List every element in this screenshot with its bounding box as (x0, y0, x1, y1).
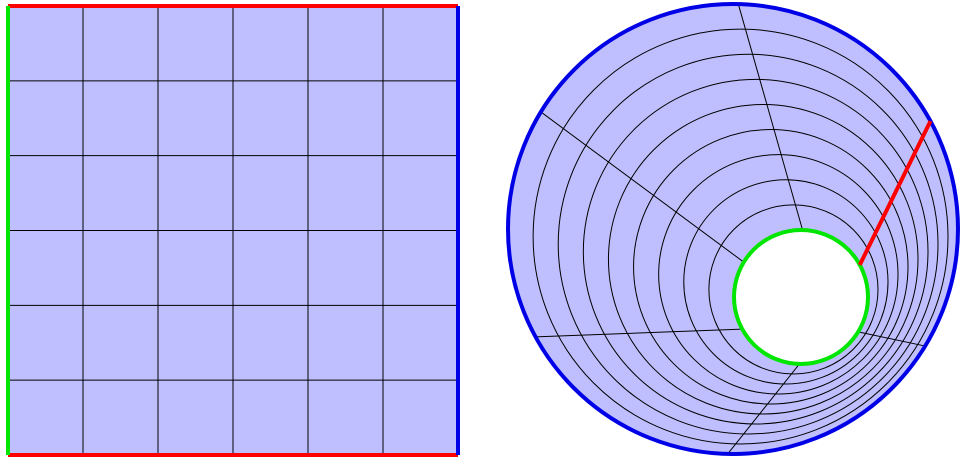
mesh-circle (633, 129, 909, 405)
seam-edge (858, 120, 933, 266)
outer-boundary (506, 2, 960, 456)
annulus-fill (507, 3, 959, 455)
mesh-spoke (737, 3, 804, 231)
mesh-spoke (540, 111, 745, 263)
mesh-circle (582, 78, 929, 425)
square-mesh-panel (6, 4, 460, 457)
mesh-circle (557, 53, 939, 435)
mesh-circle (683, 179, 889, 385)
annulus-mesh-panel (506, 2, 960, 456)
mesh-spoke (727, 363, 800, 455)
mesh-circle (708, 204, 879, 375)
mesh-circle (532, 28, 949, 445)
mesh-circle (658, 154, 899, 395)
inner-boundary (732, 228, 870, 366)
mesh-circle (607, 103, 919, 415)
mesh-spoke (535, 328, 743, 338)
mesh-spoke (858, 331, 926, 347)
